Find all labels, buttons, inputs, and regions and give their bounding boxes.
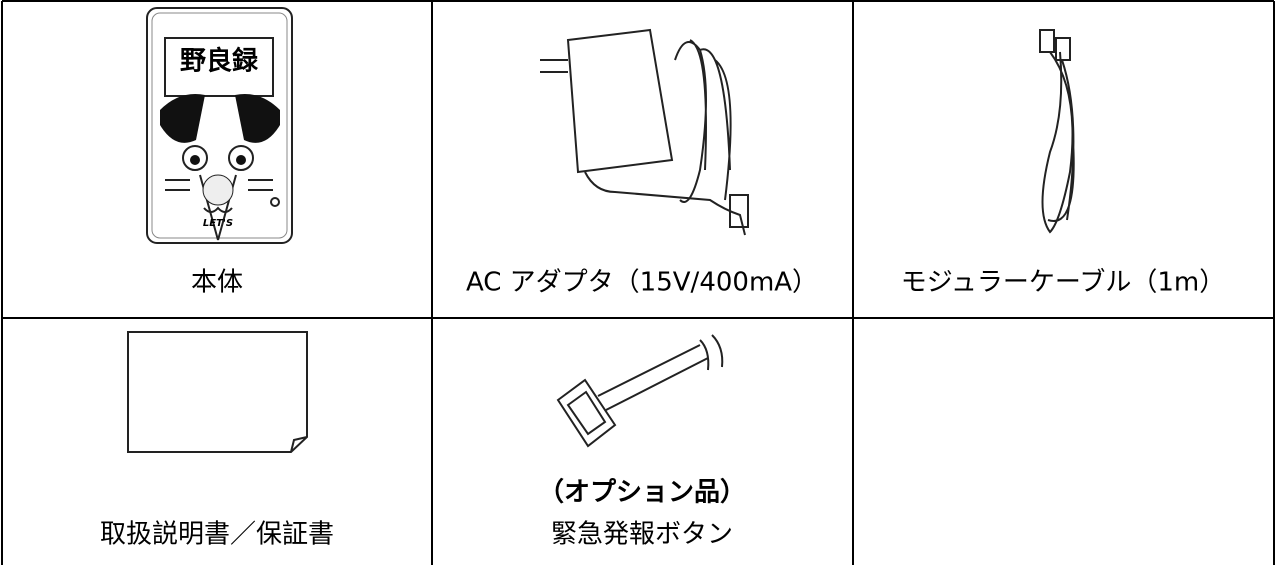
adapter-illustration [540, 28, 749, 236]
item-label: AC アダプタ（15V/400mA） [466, 268, 818, 298]
item-label: 緊急発報ボタン [551, 520, 733, 550]
manual-illustration [127, 331, 308, 453]
item-label: モジュラーケーブル（1m） [901, 268, 1226, 298]
button-illustration [556, 334, 724, 448]
device-brand: LET'S [203, 218, 233, 229]
item-label: 本体 [191, 268, 243, 298]
cable-illustration [1039, 29, 1075, 234]
device-illustration: 野良録 LET'S [146, 7, 293, 244]
item-note: （オプション品） [538, 478, 746, 508]
item-label: 取扱説明書／保証書 [100, 520, 334, 550]
device-title: 野良録 [180, 46, 259, 77]
